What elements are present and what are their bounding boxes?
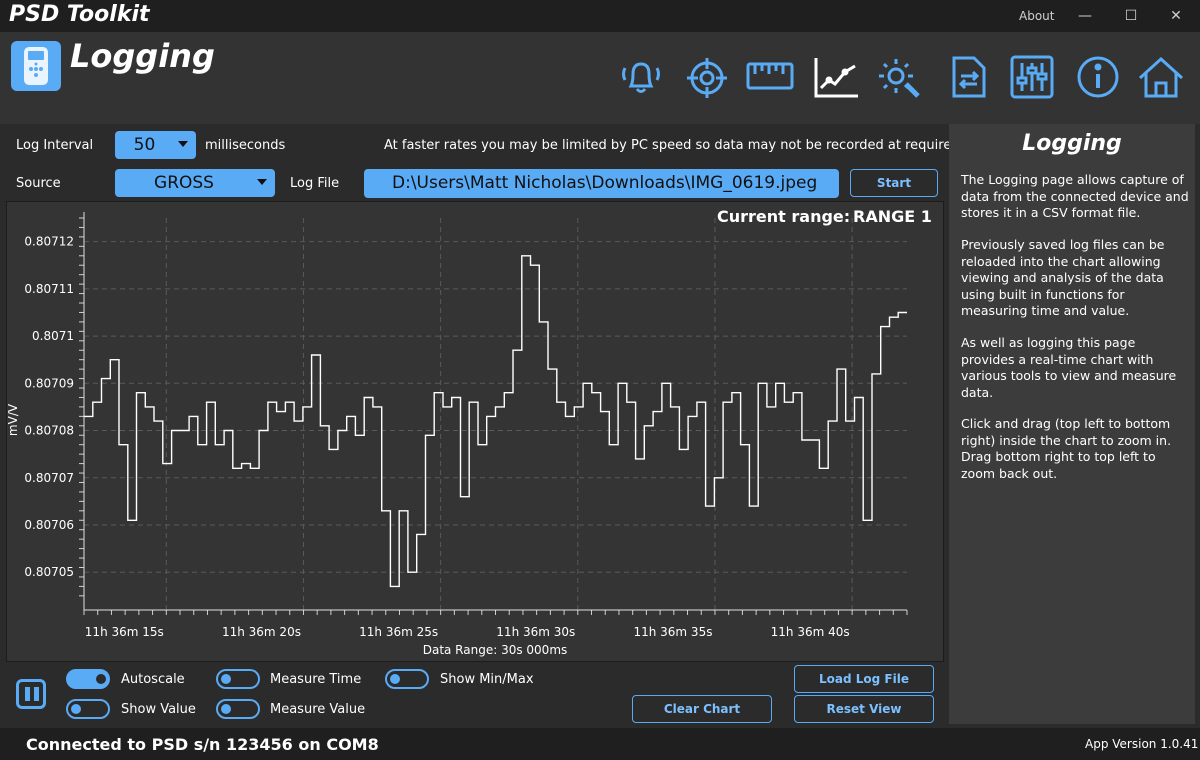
x-tick-label: 11h 36m 40s [771,625,850,639]
chart-panel[interactable]: Current range: RANGE 1 mV/V Data Range: … [6,201,944,662]
source-dropdown[interactable]: GROSS [115,169,275,197]
x-tick-label: 11h 36m 20s [222,625,301,639]
y-tick-label: 0.80709 [24,376,74,390]
load-log-file-button[interactable]: Load Log File [794,665,934,693]
x-tick-label: 11h 36m 35s [633,625,712,639]
y-tick-label: 0.80707 [24,471,74,485]
home-icon[interactable] [1136,52,1186,102]
data-series-line [84,255,907,588]
source-label: Source [16,176,61,191]
help-sidebar [949,124,1195,724]
x-tick-label: 11h 36m 25s [359,625,438,639]
target-icon[interactable] [682,52,732,102]
measure-time-label: Measure Time [270,672,362,687]
log-file-label: Log File [290,176,340,191]
x-tick-label: 11h 36m 15s [85,625,164,639]
autoscale-label: Autoscale [121,672,185,687]
reset-view-button[interactable]: Reset View [794,695,934,723]
connection-status: Connected to PSD s/n 123456 on COM8 [26,735,379,754]
chevron-down-icon [257,179,267,185]
pause-icon [25,687,30,701]
log-interval-label: Log Interval [16,138,94,153]
source-value: GROSS [154,173,214,193]
sidebar-paragraph: Click and drag (top left to bottom right… [961,416,1172,481]
data-range-label: Data Range: 30s 000ms [423,643,568,657]
chart-icon[interactable] [811,52,861,102]
sidebar-paragraph: As well as logging this page provides a … [961,335,1177,400]
about-link[interactable]: About [1019,9,1055,23]
show-value-toggle[interactable] [66,699,110,719]
title-bar [0,0,1200,32]
minimize-button[interactable]: — [1078,8,1092,24]
header-bar [0,32,1200,124]
info-icon[interactable] [1073,52,1123,102]
ruler-icon[interactable] [745,52,795,102]
current-range-label: Current range: [717,207,850,226]
sidebar-paragraph: The Logging page allows capture of data … [961,172,1189,220]
y-axis-label: mV/V [7,403,20,436]
app-version: App Version 1.0.41 [1085,737,1199,751]
start-logging-button[interactable]: Start Logging [850,169,938,216]
window-title: PSD Toolkit [9,2,150,27]
pause-button[interactable] [16,679,46,709]
log-interval-unit: milliseconds [205,138,286,153]
show-min-max-label: Show Min/Max [440,672,534,687]
y-tick-label: 0.80705 [24,565,74,579]
measure-value-toggle[interactable] [216,699,260,719]
status-bar [0,728,1200,760]
settings-gear-icon[interactable] [874,52,924,102]
log-interval-dropdown[interactable]: 50 [115,131,196,159]
alarm-bell-icon[interactable] [616,52,666,102]
y-tick-label: 0.8071 [32,329,74,343]
page-title: Logging [70,37,215,75]
show-min-max-toggle[interactable] [385,669,429,689]
device-app-icon [11,41,61,91]
x-tick-label: 11h 36m 30s [496,625,575,639]
sidebar-paragraph: Previously saved log files can be reload… [961,237,1165,318]
chart-svg: Current range: RANGE 1 mV/V Data Range: … [7,207,932,657]
maximize-button[interactable]: ☐ [1124,8,1138,24]
chevron-down-icon [178,141,188,147]
clear-chart-button[interactable]: Clear Chart [632,695,772,723]
log-interval-value: 50 [133,135,156,155]
y-tick-label: 0.80711 [24,282,74,296]
log-file-path-field[interactable]: D:\Users\Matt Nicholas\Downloads\IMG_061… [364,169,839,198]
measure-time-toggle[interactable] [216,669,260,689]
speed-warning-text: At faster rates you may be limited by PC… [384,138,960,153]
autoscale-toggle[interactable] [66,669,110,689]
current-range-value: RANGE 1 [853,207,932,226]
y-tick-label: 0.80712 [24,235,74,249]
sidebar-title: Logging [1022,131,1122,156]
file-transfer-icon[interactable] [944,52,994,102]
close-button[interactable]: ✕ [1170,8,1182,24]
y-tick-label: 0.80708 [24,424,74,438]
y-tick-label: 0.80706 [24,518,74,532]
show-value-label: Show Value [121,702,196,717]
measure-value-label: Measure Value [270,702,366,717]
sliders-icon[interactable] [1007,52,1057,102]
